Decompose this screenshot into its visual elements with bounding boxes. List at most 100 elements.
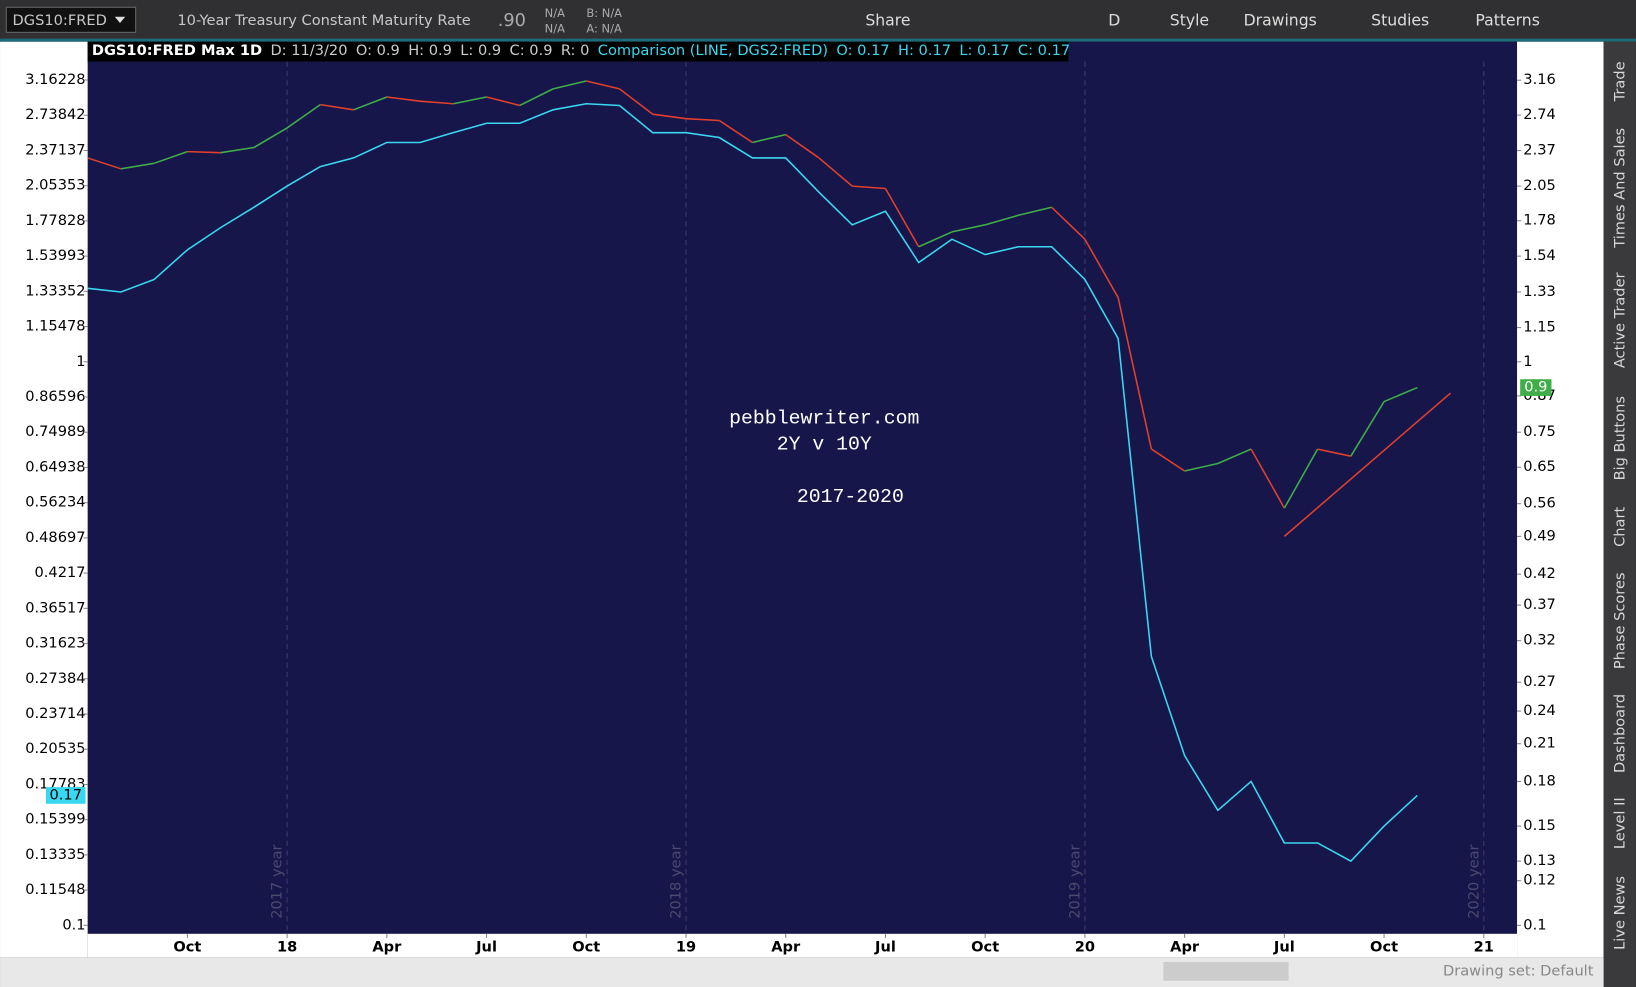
- comparison-item: L: 0.17: [959, 42, 1009, 59]
- comparison-item: Comparison (LINE, DGS2:FRED): [598, 42, 828, 59]
- header-item: R: 0: [561, 42, 590, 59]
- change-pct: N/A: [545, 22, 565, 36]
- y-tick-label: 0.31623: [25, 635, 85, 652]
- sidebar-tab[interactable]: Live News: [1611, 876, 1628, 950]
- toolbar-button[interactable]: D: [1108, 10, 1120, 29]
- line-segment: [1217, 448, 1252, 465]
- year-label: 2017 year: [269, 844, 286, 918]
- y-tick-label: 0.23714: [25, 705, 85, 722]
- line-segment: [852, 185, 886, 190]
- toolbar-button[interactable]: Patterns: [1475, 10, 1539, 29]
- year-label: 2019 year: [1067, 844, 1084, 918]
- sidebar-tab[interactable]: Phase Scores: [1611, 572, 1628, 669]
- drawing-set[interactable]: Drawing set: Default: [1443, 962, 1594, 979]
- sidebar-tab[interactable]: Active Trader: [1611, 272, 1628, 368]
- header-item: L: 0.9: [460, 42, 501, 59]
- y2-tick-label: 0.18: [1523, 772, 1556, 789]
- y2-tick-label: 1: [1523, 353, 1532, 370]
- line-segment: [718, 119, 753, 144]
- y2-tick-label: 0.24: [1523, 702, 1556, 719]
- bid: B: N/A: [586, 6, 622, 20]
- y-tick-label: 0.4217: [34, 564, 85, 581]
- x-tick-label: Jul: [1273, 938, 1295, 955]
- line-segment: [486, 96, 520, 107]
- y-tick-label: 2.73842: [25, 106, 85, 123]
- symbol-box[interactable]: [5, 6, 137, 33]
- sidebar-tab[interactable]: Big Buttons: [1611, 396, 1628, 480]
- footer: [0, 957, 1604, 987]
- y2-tick-label: 0.75: [1523, 423, 1556, 440]
- line-segment: [552, 80, 587, 90]
- last-value-label: 0.9: [1524, 379, 1547, 396]
- x-tick-label: Jul: [475, 938, 497, 955]
- y-tick-label: 3.16228: [25, 71, 85, 88]
- sidebar-tab[interactable]: Times And Sales: [1611, 128, 1628, 249]
- y-tick-label: 0.64938: [25, 458, 85, 475]
- y-tick-label: 2.37137: [25, 141, 85, 158]
- y-tick-label: 1.53993: [25, 247, 85, 264]
- line-segment: [320, 103, 354, 111]
- header-item: DGS10:FRED Max 1D: [92, 42, 262, 59]
- y2-tick-label: 0.27: [1523, 673, 1556, 690]
- y2-tick-label: 0.13: [1523, 852, 1556, 869]
- y-tick-label: 0.20535: [25, 740, 85, 757]
- y2-tick-label: 0.1: [1523, 916, 1546, 933]
- annotation: pebblewriter.com: [729, 407, 919, 430]
- y2-tick-label: 0.65: [1523, 458, 1556, 475]
- toolbar-button[interactable]: Share: [865, 10, 910, 29]
- header-bar: [87, 41, 1069, 62]
- x-tick-label: Oct: [1370, 938, 1398, 955]
- y2-tick-label: 1.15: [1523, 319, 1556, 336]
- right-axis: [1517, 41, 1604, 958]
- y-tick-label: 0.1: [62, 916, 85, 933]
- line-segment: [1383, 386, 1418, 403]
- x-tick-label: Oct: [971, 938, 999, 955]
- toolbar-buttons: Share D Style Drawings Studies Patterns: [865, 10, 1540, 29]
- y-tick-label: 0.48697: [25, 529, 85, 546]
- line-segment: [818, 157, 853, 187]
- y2-tick-label: 2.74: [1523, 106, 1556, 123]
- y-tick-label: 2.05353: [25, 177, 85, 194]
- y2-tick-label: 0.12: [1523, 872, 1556, 889]
- sidebar-tab[interactable]: Level II: [1611, 797, 1628, 849]
- x-tick-label: 18: [277, 938, 297, 955]
- sidebar: [1603, 41, 1636, 987]
- line-segment: [951, 224, 986, 233]
- line-segment: [652, 113, 687, 120]
- toolbar-button[interactable]: Style: [1170, 10, 1209, 29]
- toolbar-button[interactable]: Studies: [1371, 10, 1429, 29]
- y-tick-label: 0.86596: [25, 388, 85, 405]
- toolbar-button[interactable]: Drawings: [1244, 10, 1317, 29]
- x-tick-label: Oct: [173, 938, 201, 955]
- scrollbar-thumb[interactable]: [1163, 961, 1289, 981]
- y2-tick-label: 0.37: [1523, 596, 1556, 613]
- x-tick-label: 20: [1075, 938, 1095, 955]
- dropdown-arrow[interactable]: [114, 16, 126, 23]
- line-segment: [1084, 238, 1119, 298]
- y-tick-label: 0.74989: [25, 423, 85, 440]
- line-segment: [286, 103, 321, 129]
- line-segment: [253, 127, 288, 149]
- plot-area: [87, 41, 1518, 934]
- line-segment: [984, 214, 1019, 226]
- sidebar-tab[interactable]: Trade: [1611, 61, 1628, 102]
- header-item: D: 11/3/20: [270, 42, 347, 59]
- x-tick-label: Apr: [771, 938, 801, 955]
- y-tick-label: 1.77828: [25, 212, 85, 229]
- toolbar: [0, 0, 1636, 42]
- y-tick-label: 1: [76, 353, 85, 370]
- y-tick-label: 0.27384: [25, 670, 85, 687]
- sidebar-tab[interactable]: Chart: [1611, 507, 1628, 547]
- symbol[interactable]: DGS10:FRED: [13, 12, 107, 29]
- sidebar-tab[interactable]: Dashboard: [1611, 694, 1628, 773]
- last-value-badge: [1520, 379, 1552, 396]
- y2-tick-label: 0.21: [1523, 735, 1556, 752]
- y2-tick-label: 1.54: [1523, 247, 1556, 264]
- line-segment: [87, 157, 122, 170]
- y2-tick-label: 1.33: [1523, 283, 1556, 300]
- sidebar-tabs: Trade Times And Sales Active Trader Big But…: [1611, 61, 1628, 949]
- y-tick-label: 1.15478: [25, 318, 85, 335]
- line-segment: [220, 146, 254, 154]
- x-tick-label: Apr: [1170, 938, 1200, 955]
